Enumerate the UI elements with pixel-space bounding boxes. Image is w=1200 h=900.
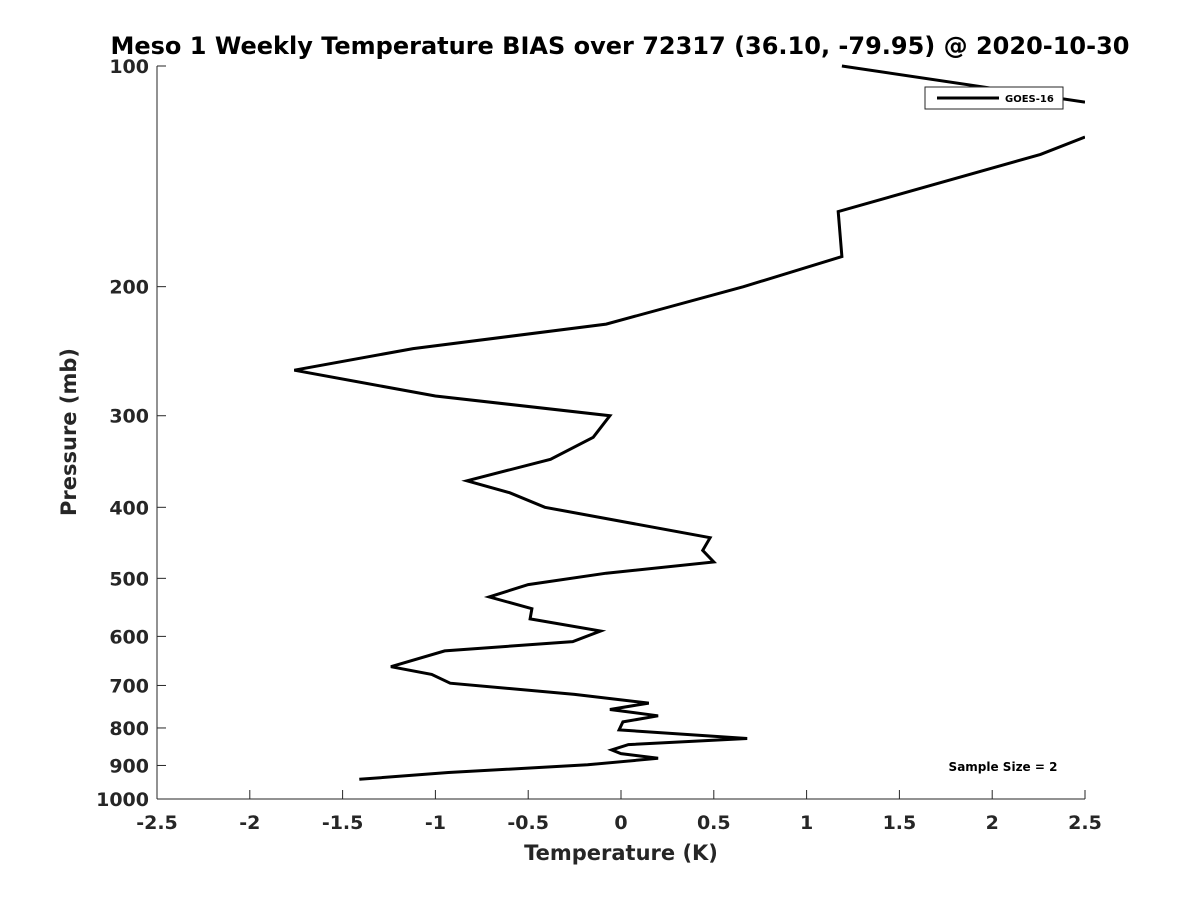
chart-title: Meso 1 Weekly Temperature BIAS over 7231…	[110, 32, 1129, 60]
x-tick-label: 1	[800, 812, 813, 834]
x-tick-label: 2	[986, 812, 999, 834]
y-tick-label: 100	[109, 56, 149, 78]
y-tick-label: 800	[109, 718, 149, 740]
x-axis-label: Temperature (K)	[524, 841, 718, 865]
x-tick-label: -1	[425, 812, 446, 834]
y-tick-label: 600	[109, 626, 149, 648]
x-tick-label: 1.5	[883, 812, 917, 834]
x-tick-label: 0.5	[697, 812, 731, 834]
y-tick-label: 500	[109, 568, 149, 590]
x-tick-label: -0.5	[507, 812, 549, 834]
y-tick-label: 700	[109, 675, 149, 697]
legend: GOES-16	[924, 86, 1064, 110]
x-tick-label: 0	[614, 812, 627, 834]
y-tick-label: 900	[109, 755, 149, 777]
x-tick-label: 2.5	[1068, 812, 1102, 834]
y-tick-label: 400	[109, 497, 149, 519]
x-ticks: -2.5 -2 -1.5 -1 -0.5 0 0.5 1 1.5 2 2.5	[136, 790, 1102, 834]
y-ticks: 100 200 300 400 500 600 700 800 900 1000	[96, 56, 166, 811]
legend-entry-goes16: GOES-16	[1005, 94, 1054, 105]
x-tick-label: -1.5	[322, 812, 364, 834]
y-tick-label: 300	[109, 406, 149, 428]
y-tick-label: 1000	[96, 789, 149, 811]
x-tick-label: -2	[239, 812, 260, 834]
sample-size-annotation: Sample Size = 2	[949, 760, 1058, 774]
x-tick-label: -2.5	[136, 812, 178, 834]
y-axis-label: Pressure (mb)	[57, 348, 81, 516]
y-tick-label: 200	[109, 277, 149, 299]
